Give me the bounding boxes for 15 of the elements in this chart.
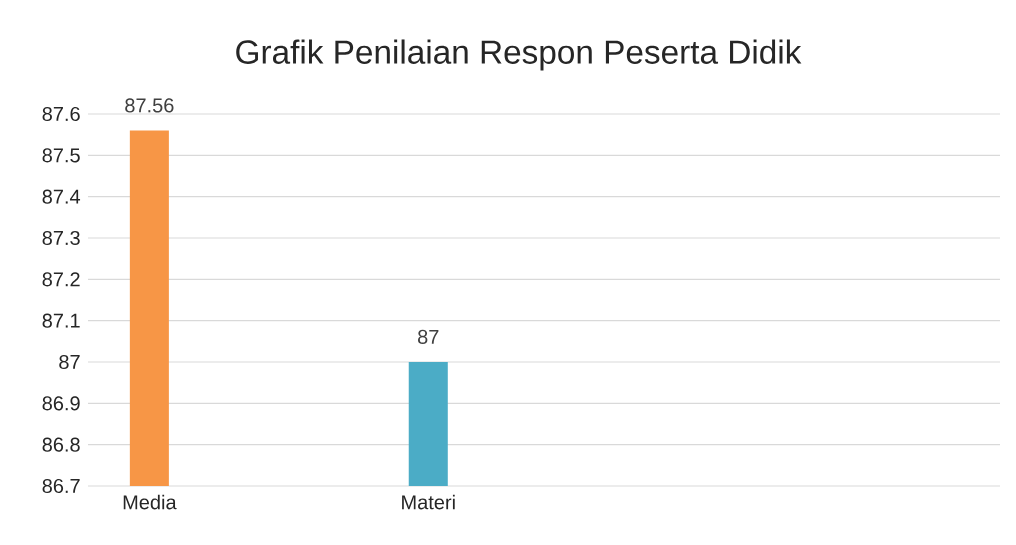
- data-label: 87.56: [125, 98, 174, 113]
- x-tick-label: Materi: [402, 494, 455, 510]
- y-tick-label: 87.4: [42, 189, 81, 204]
- y-tick-label: 87.2: [42, 272, 80, 287]
- y-tick-label: 86.8: [42, 437, 80, 452]
- chart-title: Grafik Penilaian Respon Peserta Didik: [236, 39, 802, 71]
- data-label: 87: [418, 329, 439, 344]
- y-tick-label: 87.1: [42, 313, 80, 328]
- y-tick-label: 86.7: [42, 478, 80, 494]
- y-tick-label: 87.3: [42, 230, 80, 246]
- y-tick-label: 86.9: [42, 396, 80, 411]
- x-tick-label: Media: [123, 494, 177, 510]
- y-tick-label: 87.6: [42, 106, 80, 122]
- y-tick-label: 87.5: [42, 148, 80, 163]
- y-tick-label: 87: [59, 354, 80, 370]
